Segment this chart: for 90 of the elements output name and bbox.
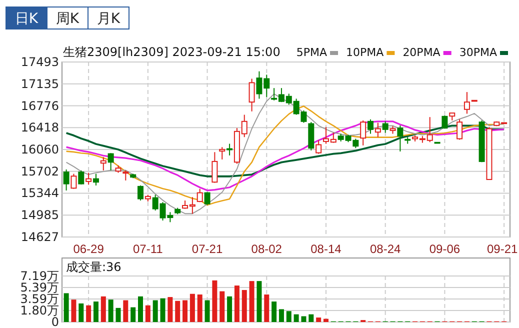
bar — [182, 300, 188, 322]
bar — [175, 300, 180, 322]
line-series — [66, 93, 505, 214]
bar — [190, 294, 195, 322]
bar — [212, 280, 218, 322]
candlestick — [78, 170, 84, 185]
bar — [168, 297, 173, 322]
candlestick — [219, 146, 226, 160]
bar — [78, 303, 84, 322]
y-tick-label: 17493 — [20, 55, 59, 69]
bar — [316, 318, 322, 322]
chart-title: 成交量:36 — [66, 260, 122, 274]
candlestick — [248, 78, 255, 112]
legend-label: 5PMA — [296, 46, 328, 59]
x-tick-label: 06-29 — [73, 242, 104, 256]
bar — [130, 307, 136, 322]
candlestick — [196, 188, 203, 203]
bar — [160, 298, 166, 322]
bar — [204, 300, 210, 322]
bar — [100, 296, 106, 322]
candlestick — [63, 168, 70, 191]
candlestick — [204, 192, 210, 206]
candlestick — [138, 184, 144, 201]
bar — [86, 305, 92, 322]
candlestick — [368, 118, 374, 134]
bar — [197, 294, 202, 322]
x-tick-label: 08-14 — [310, 242, 342, 256]
candlestick — [108, 152, 114, 171]
bar — [108, 300, 114, 322]
bar — [256, 281, 262, 322]
line-series — [66, 120, 505, 192]
y-tick-label: 15344 — [20, 186, 59, 200]
candlestick — [464, 92, 470, 114]
candlestick — [397, 124, 404, 152]
candlestick — [374, 122, 381, 138]
x-tick-label: 07-21 — [192, 242, 223, 256]
bar — [116, 308, 121, 322]
candlestick — [316, 140, 322, 154]
bar — [242, 290, 247, 322]
x-tick-label: 07-11 — [133, 242, 164, 256]
chart-title: 生猪2309[lh2309] 2023-09-21 15:00 — [63, 45, 280, 59]
y-tick-label: 16060 — [20, 142, 59, 156]
bar — [272, 302, 277, 322]
y-tick-label: 7.19万 — [20, 269, 59, 283]
bar — [234, 286, 240, 322]
candlestick — [100, 156, 106, 171]
bar — [71, 300, 76, 322]
bar — [249, 281, 254, 322]
candlestick — [122, 170, 129, 181]
text: 日K — [14, 11, 39, 27]
bar — [123, 300, 128, 322]
x-tick-label: 09-06 — [429, 242, 460, 256]
bar — [227, 296, 232, 322]
y-tick-label: 5.39万 — [20, 280, 59, 295]
candlestick — [456, 118, 463, 140]
x-tick-label: 08-24 — [370, 242, 402, 256]
bar — [152, 300, 158, 322]
bar — [294, 314, 299, 322]
bar — [93, 302, 98, 322]
legend-label: 20PMA — [402, 46, 441, 59]
candlestick — [382, 120, 388, 134]
x-tick-label: 08-02 — [251, 242, 282, 256]
x-tick-label: 09-21 — [486, 242, 518, 256]
candlestick — [70, 173, 77, 190]
bar — [278, 309, 284, 322]
bar — [308, 314, 314, 322]
candlestick — [442, 114, 448, 129]
bar — [286, 311, 292, 322]
bar — [138, 296, 143, 322]
legend-label: 10PMA — [346, 46, 384, 59]
y-tick-label: 15702 — [20, 164, 59, 178]
bar — [220, 291, 225, 322]
y-tick-label: 17135 — [20, 76, 59, 91]
y-tick-label: 0 — [51, 315, 59, 328]
bar — [301, 316, 306, 322]
y-tick-label: 14627 — [20, 230, 59, 244]
text: 月K — [96, 11, 121, 27]
bar — [64, 293, 69, 322]
y-tick-label: 16776 — [20, 98, 59, 113]
candlestick — [92, 173, 99, 186]
legend-label: 30PMA — [459, 46, 498, 59]
candlestick — [86, 172, 92, 185]
candlestick — [212, 152, 218, 184]
bar — [264, 294, 270, 322]
text: 周K — [56, 11, 80, 27]
bar — [145, 305, 150, 322]
y-tick-label: 16418 — [20, 120, 59, 135]
candlestick — [360, 120, 366, 146]
bar — [323, 318, 328, 322]
y-tick-label: 14985 — [20, 208, 59, 222]
